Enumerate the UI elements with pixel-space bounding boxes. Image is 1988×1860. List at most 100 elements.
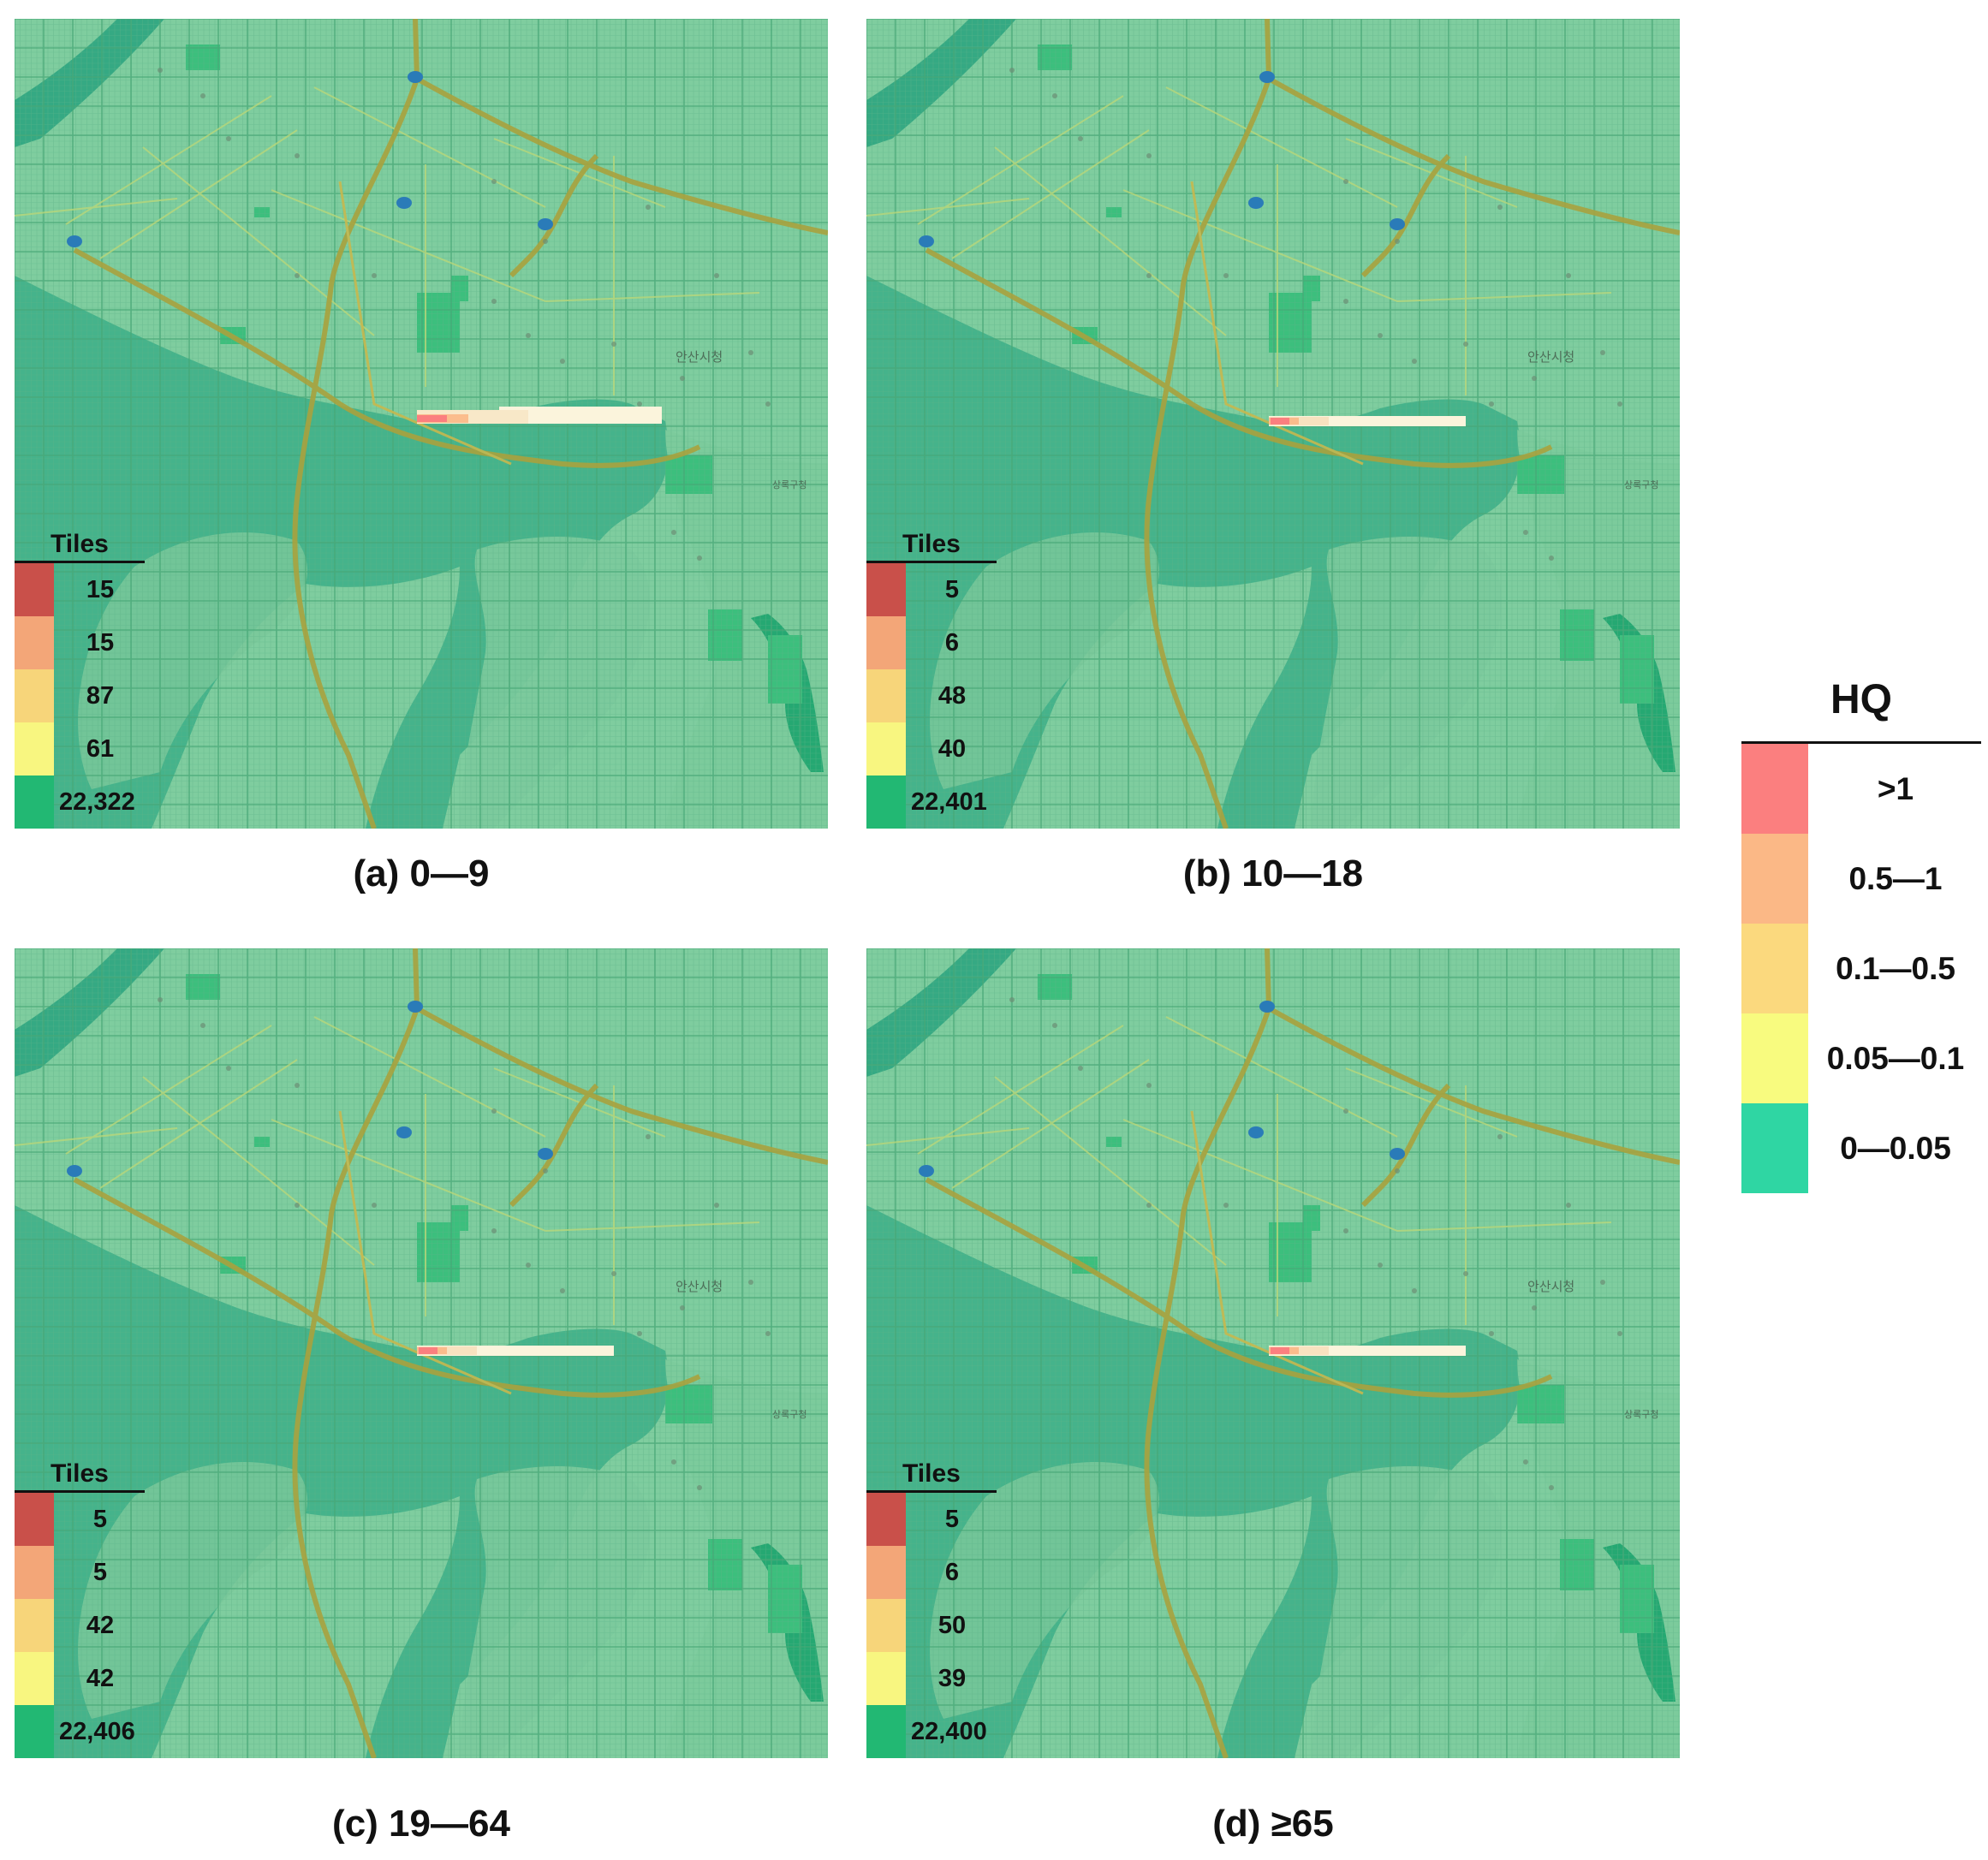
tiles-legend-row: 87 [15, 669, 145, 722]
tiles-legend: Tiles 5 5 42 42 22,406 [15, 1458, 145, 1758]
poi-dot [646, 1134, 651, 1139]
tiles-legend-swatch [15, 775, 54, 829]
park-area [665, 455, 712, 494]
tiles-legend-swatch [866, 669, 906, 722]
tiles-legend-swatch [15, 1599, 54, 1652]
plume-red [1271, 418, 1289, 425]
highway-ramp [1360, 153, 1451, 278]
river-nw [866, 19, 1016, 147]
poi-dot [1600, 350, 1605, 355]
highway-ne [1267, 76, 1680, 235]
poi-dot [200, 1023, 205, 1028]
tiles-legend-row: 42 [15, 1599, 145, 1652]
highway-marker-icon [1248, 197, 1264, 209]
tiles-legend-swatch [866, 1652, 906, 1705]
major-roads [925, 948, 1680, 1758]
poi-dot [1052, 93, 1057, 98]
tiles-legend-row: 42 [15, 1652, 145, 1705]
highway-ramp [509, 153, 599, 278]
poi-dot [1489, 1331, 1494, 1336]
highway-marker-icon [538, 1148, 553, 1160]
poi-dot [1395, 1168, 1400, 1174]
poi-dot [1412, 1288, 1417, 1293]
poi-dot [1463, 342, 1468, 347]
poi-dot [1523, 530, 1528, 535]
highway-ramp [1360, 1083, 1451, 1208]
poi-dot [295, 1083, 300, 1088]
poi-dot [1378, 333, 1383, 338]
tiles-count: 22,400 [911, 1718, 987, 1745]
hq-plume [1269, 416, 1466, 426]
poi-dot [697, 1485, 702, 1490]
poi-dot [1497, 1134, 1503, 1139]
park-area [254, 207, 270, 217]
poi-dot [372, 1203, 377, 1208]
fine-grid [15, 948, 828, 1758]
hq-class-label: 0—0.05 [1840, 1131, 1951, 1166]
tiles-count: 42 [86, 1612, 115, 1639]
poi-dot [1549, 556, 1554, 561]
tiles-count: 40 [937, 735, 967, 763]
river-nw [866, 948, 1016, 1077]
tiles-legend-row: 5 [15, 1546, 145, 1599]
highway-ns [1144, 948, 1272, 1758]
highway-marker-icon [1259, 1001, 1275, 1013]
poi-dot [200, 93, 205, 98]
tiles-legend-row: 15 [15, 563, 145, 616]
tiles-legend-swatch [866, 1599, 906, 1652]
tiles-count: 42 [86, 1665, 115, 1692]
highway-marker-icon [919, 235, 934, 247]
tiles-legend-row: 22,406 [15, 1705, 145, 1758]
coarse-grid [15, 948, 828, 1758]
poi-dot [1146, 1083, 1152, 1088]
tiles-legend-row: 50 [866, 1599, 997, 1652]
tiles-legend-swatch [866, 1493, 906, 1546]
minor-roads [866, 86, 1612, 395]
highway-marker-icon [396, 197, 412, 209]
hq-class-swatch [1741, 834, 1808, 924]
highway-sw [925, 1177, 1553, 1398]
tiles-legend-row: 22,322 [15, 775, 145, 829]
poi-dot [1566, 273, 1571, 278]
poi-dot [226, 1066, 231, 1071]
poi-dot [543, 1168, 548, 1174]
highway-ne [1267, 1006, 1680, 1165]
tiles-legend-swatch [866, 1546, 906, 1599]
road-link [1190, 181, 1364, 466]
tiles-count: 5 [92, 1506, 108, 1533]
hq-plume [417, 1346, 614, 1356]
highway-marker-icon [408, 1001, 423, 1013]
poi-dot [1009, 68, 1015, 73]
tiles-count: 15 [86, 576, 115, 603]
tiles-legend: Tiles 5 6 48 40 22,401 [866, 528, 997, 829]
poi-dot [1146, 1203, 1152, 1208]
hq-class-label: >1 [1877, 771, 1914, 806]
park-area [1106, 1137, 1122, 1147]
poi-dot [1463, 1271, 1468, 1276]
tiles-legend-row: 5 [866, 563, 997, 616]
poi-dot [1052, 1023, 1057, 1028]
poi-dot [611, 342, 616, 347]
label-ansan-city-hall: 안산시청 [1527, 1279, 1574, 1294]
poi-dot [1566, 1203, 1571, 1208]
park-area [1038, 45, 1072, 70]
poi-dot [1395, 239, 1400, 244]
highway-ns [1144, 19, 1272, 829]
label-ansan-city-hall: 안산시청 [1527, 349, 1574, 365]
minor-roads [866, 1016, 1612, 1325]
hq-class-row: >1 [1741, 744, 1981, 834]
tiles-count: 6 [944, 1559, 960, 1586]
poi-dot [491, 299, 497, 304]
tiles-legend-swatch [15, 616, 54, 669]
island-2 [1312, 537, 1502, 829]
major-roads [73, 19, 828, 829]
hq-class-swatch [1741, 744, 1808, 834]
plume-red [417, 415, 447, 422]
park-area [1269, 1222, 1312, 1282]
poi-dot [646, 205, 651, 210]
poi-dot [1412, 359, 1417, 364]
label-sangnok-gu: 상록구청 [1624, 479, 1658, 490]
tiles-legend-title: Tiles [866, 528, 997, 563]
tiles-count: 5 [944, 1506, 960, 1533]
